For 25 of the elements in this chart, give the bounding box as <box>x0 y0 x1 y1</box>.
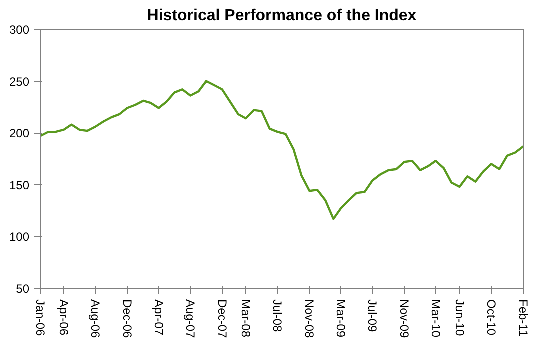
x-tick-label: Feb-11 <box>516 300 530 337</box>
x-tick-label: Aug-06 <box>88 300 103 339</box>
x-tick-label: Apr-06 <box>56 300 71 336</box>
x-tick-label: Dec-07 <box>215 300 230 339</box>
x-tick-label: Mar-09 <box>334 300 348 338</box>
y-tick-label: 250 <box>9 74 30 89</box>
y-tick-label: 200 <box>9 126 30 141</box>
y-tick-label: 50 <box>16 282 30 296</box>
line-series <box>40 80 524 220</box>
x-tick-label: Nov-08 <box>302 300 317 339</box>
x-tick-label: Jul-09 <box>366 300 380 333</box>
x-tick-label: Mar-10 <box>428 300 443 338</box>
x-tick-label: Jan-06 <box>34 300 48 337</box>
y-tick-label: 100 <box>9 230 30 244</box>
x-tick-label: Oct-10 <box>484 300 499 336</box>
x-tick-label: Jun-10 <box>452 300 467 337</box>
x-tick-label: Jul-08 <box>270 300 285 333</box>
y-tick-label: 150 <box>9 178 30 192</box>
x-tick-label: Dec-06 <box>120 300 134 339</box>
x-tick-label: Apr-07 <box>152 300 166 336</box>
x-tick-label: Mar-08 <box>238 300 253 338</box>
x-tick-label: Nov-09 <box>398 300 412 339</box>
chart-title: Historical Performance of the Index <box>147 8 417 24</box>
y-tick-label: 300 <box>9 23 30 37</box>
x-tick-label: Aug-07 <box>184 300 198 339</box>
